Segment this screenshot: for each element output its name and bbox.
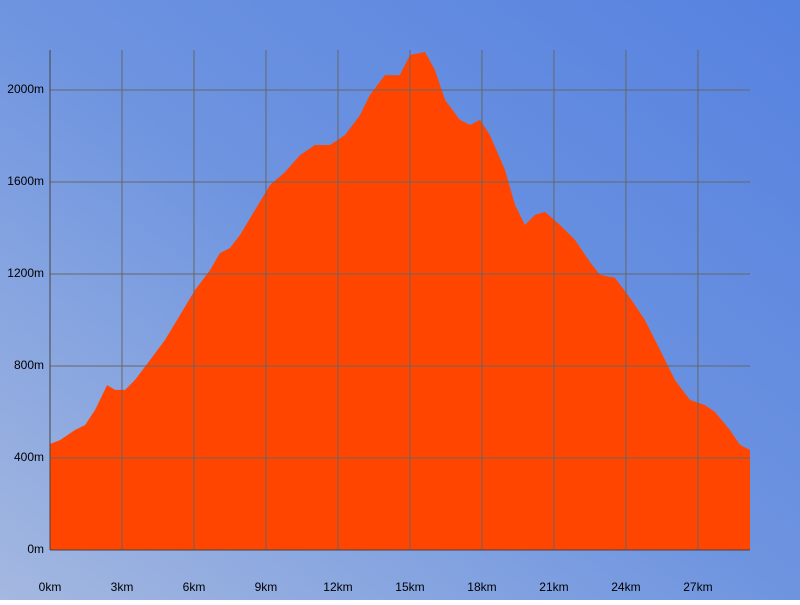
- elevation-area: [50, 52, 750, 550]
- x-tick-label: 6km: [183, 580, 206, 594]
- x-tick-label: 21km: [539, 580, 568, 594]
- y-tick-label: 1200m: [7, 266, 44, 280]
- x-tick-label: 18km: [467, 580, 496, 594]
- x-tick-label: 3km: [111, 580, 134, 594]
- x-tick-label: 0km: [39, 580, 62, 594]
- y-tick-label: 2000m: [7, 82, 44, 96]
- x-tick-label: 24km: [611, 580, 640, 594]
- y-tick-label: 400m: [14, 450, 44, 464]
- x-tick-label: 27km: [683, 580, 712, 594]
- y-tick-label: 0m: [27, 542, 44, 556]
- y-tick-label: 1600m: [7, 174, 44, 188]
- x-tick-label: 12km: [323, 580, 352, 594]
- x-tick-label: 15km: [395, 580, 424, 594]
- y-tick-label: 800m: [14, 358, 44, 372]
- x-tick-label: 9km: [255, 580, 278, 594]
